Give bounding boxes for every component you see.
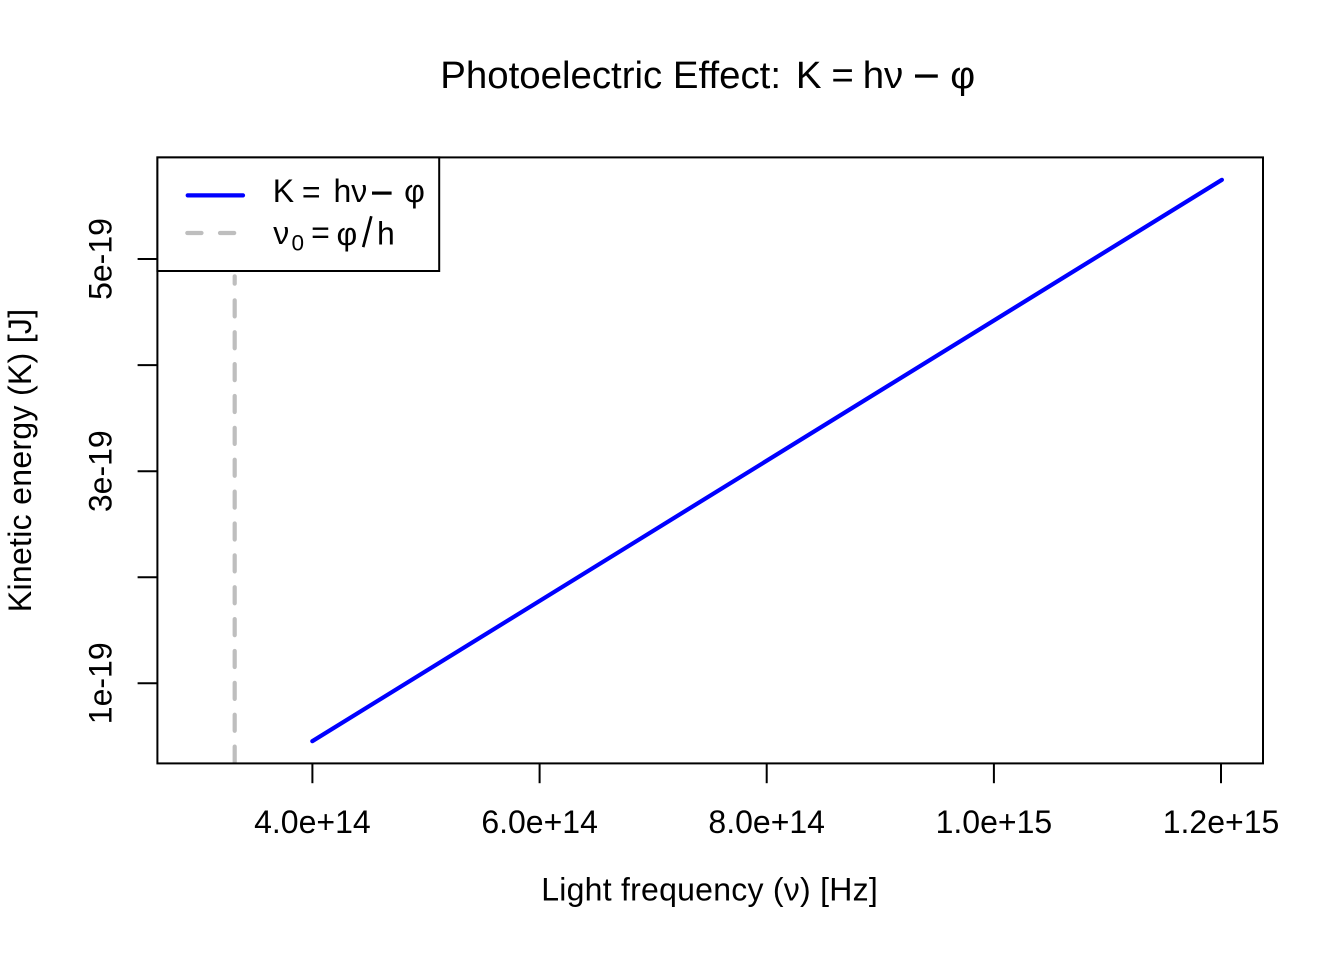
- svg-text:hν: hν: [334, 173, 368, 209]
- svg-text:hν: hν: [863, 54, 904, 97]
- svg-text:Light frequency (ν) [Hz]: Light frequency (ν) [Hz]: [541, 872, 878, 908]
- svg-text:6.0e+14: 6.0e+14: [481, 804, 598, 840]
- svg-text:φ: φ: [404, 173, 425, 209]
- svg-text:1.2e+15: 1.2e+15: [1163, 804, 1280, 840]
- svg-text:0: 0: [292, 230, 305, 255]
- svg-text:φ: φ: [950, 54, 975, 97]
- svg-text:φ: φ: [337, 216, 358, 252]
- svg-text:1e-19: 1e-19: [82, 642, 118, 724]
- svg-text:=: =: [831, 54, 853, 97]
- svg-text:8.0e+14: 8.0e+14: [708, 804, 825, 840]
- svg-text:h: h: [377, 215, 395, 251]
- svg-text:Kinetic energy (K) [J]: Kinetic energy (K) [J]: [2, 309, 38, 613]
- svg-text:5e-19: 5e-19: [82, 218, 118, 300]
- svg-text:K: K: [796, 54, 822, 97]
- svg-text:K: K: [273, 173, 294, 209]
- svg-text:3e-19: 3e-19: [82, 430, 118, 512]
- svg-text:ν: ν: [273, 215, 289, 251]
- svg-text:=: =: [302, 174, 321, 210]
- svg-text:1.0e+15: 1.0e+15: [936, 804, 1053, 840]
- svg-text:=: =: [311, 214, 330, 250]
- svg-text:Photoelectric Effect:: Photoelectric Effect:: [440, 54, 781, 97]
- svg-text:4.0e+14: 4.0e+14: [254, 804, 371, 840]
